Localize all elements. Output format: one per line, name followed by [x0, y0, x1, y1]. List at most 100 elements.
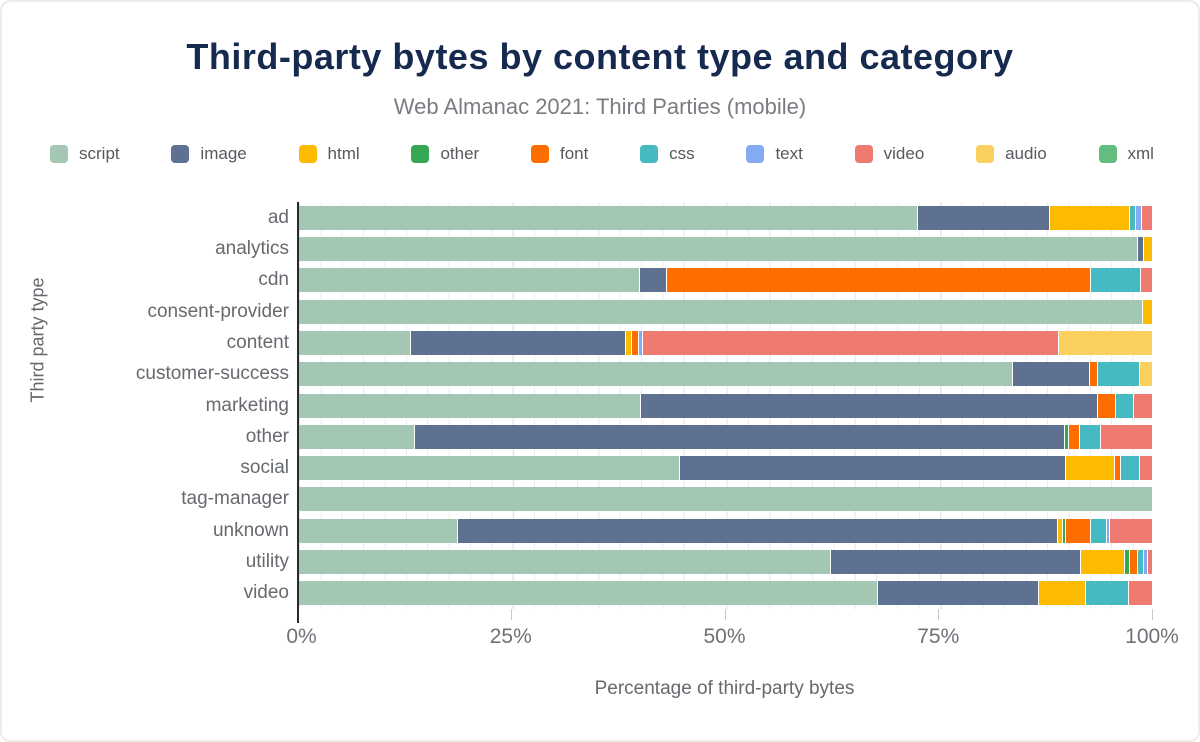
legend-item-video[interactable]: video	[854, 144, 924, 164]
bar-segment-content-video[interactable]	[641, 331, 1059, 355]
bar-segment-social-css[interactable]	[1119, 456, 1140, 480]
bar-row-analytics	[299, 237, 1152, 261]
bar-segment-marketing-image[interactable]	[640, 394, 1097, 418]
bar-segment-unknown-font[interactable]	[1064, 519, 1090, 543]
legend-label: audio	[1005, 144, 1047, 163]
bar-segment-utility-css[interactable]	[1136, 550, 1143, 574]
bar-segment-ad-html[interactable]	[1048, 206, 1129, 230]
bar-segment-cdn-script[interactable]	[299, 268, 640, 292]
legend-swatch-text	[746, 145, 765, 163]
chart-subtitle: Web Almanac 2021: Third Parties (mobile)	[393, 94, 807, 119]
bar-segment-utility-script[interactable]	[299, 550, 831, 574]
bar-segment-content-image[interactable]	[409, 331, 625, 355]
bar-segment-video-image[interactable]	[877, 581, 1038, 605]
bar-segment-unknown-image[interactable]	[456, 519, 1058, 543]
bar-segment-ad-script[interactable]	[299, 206, 918, 230]
category-label-consent-provider: consent-provider	[147, 301, 289, 322]
bar-segment-unknown-video[interactable]	[1109, 519, 1152, 543]
bar-segment-content-text[interactable]	[637, 331, 642, 355]
category-label-unknown: unknown	[212, 520, 289, 541]
bar-segment-content-html[interactable]	[624, 331, 631, 355]
legend-swatch-video	[854, 145, 873, 163]
bar-row-customer-success	[299, 362, 1152, 386]
bar-segment-customer-success-image[interactable]	[1012, 362, 1089, 386]
category-label-video: video	[243, 582, 289, 603]
legend-item-audio[interactable]: audio	[976, 144, 1047, 164]
bar-segment-other-image[interactable]	[414, 425, 1065, 449]
bar-row-unknown	[299, 519, 1152, 543]
bar-segment-utility-image[interactable]	[830, 550, 1081, 574]
legend-item-html[interactable]: html	[298, 144, 360, 164]
category-label-marketing: marketing	[205, 395, 289, 416]
bar-segment-unknown-other[interactable]	[1061, 519, 1065, 543]
bar-segment-unknown-html[interactable]	[1057, 519, 1062, 543]
bar-segment-cdn-image[interactable]	[639, 268, 666, 292]
bar-segment-ad-video[interactable]	[1140, 206, 1152, 230]
category-label-social: social	[240, 457, 289, 478]
bar-segment-other-css[interactable]	[1079, 425, 1100, 449]
bar-segment-customer-success-script[interactable]	[299, 362, 1013, 386]
bar-segment-marketing-css[interactable]	[1115, 394, 1134, 418]
bar-segment-utility-text[interactable]	[1142, 550, 1147, 574]
bar-segment-marketing-font[interactable]	[1096, 394, 1116, 418]
bar-segment-content-audio[interactable]	[1058, 331, 1152, 355]
bar-segment-unknown-script[interactable]	[299, 519, 457, 543]
bar-segment-tag-manager-script[interactable]	[299, 487, 1152, 511]
bar-segment-cdn-css[interactable]	[1089, 268, 1141, 292]
bar-segment-ad-css[interactable]	[1128, 206, 1135, 230]
bar-segment-social-video[interactable]	[1139, 456, 1152, 480]
bar-segment-analytics-html[interactable]	[1143, 237, 1152, 261]
bar-segment-cdn-font[interactable]	[665, 268, 1090, 292]
bar-segment-cdn-video[interactable]	[1140, 268, 1152, 292]
legend-item-text[interactable]: text	[746, 144, 803, 164]
bar-segment-other-video[interactable]	[1099, 425, 1152, 449]
legend-swatch-font	[531, 145, 549, 163]
bar-segment-social-image[interactable]	[679, 456, 1065, 480]
bar-segment-video-script[interactable]	[299, 581, 878, 605]
legend-item-font[interactable]: font	[531, 144, 588, 164]
chart-title: Third-party bytes by content type and ca…	[186, 36, 1014, 77]
x-tick-label: 0%	[286, 625, 317, 648]
bar-segment-ad-image[interactable]	[917, 206, 1049, 230]
bar-segment-utility-html[interactable]	[1080, 550, 1124, 574]
bar-segment-utility-video[interactable]	[1146, 550, 1152, 574]
bar-segment-customer-success-audio[interactable]	[1139, 362, 1152, 386]
bar-segment-utility-other[interactable]	[1123, 550, 1129, 574]
bar-segment-other-script[interactable]	[299, 425, 415, 449]
bar-segment-other-font[interactable]	[1067, 425, 1080, 449]
bar-segment-marketing-video[interactable]	[1133, 394, 1152, 418]
bar-segment-consent-provider-html[interactable]	[1141, 300, 1152, 324]
bar-segment-content-font[interactable]	[630, 331, 638, 355]
bar-segment-social-html[interactable]	[1064, 456, 1114, 480]
x-tick-label: 100%	[1125, 625, 1179, 648]
bar-segment-analytics-script[interactable]	[299, 237, 1138, 261]
bar-segment-video-css[interactable]	[1085, 581, 1129, 605]
legend-item-script[interactable]: script	[50, 144, 120, 164]
legend-item-other[interactable]: other	[411, 144, 479, 164]
bar-segment-ad-text[interactable]	[1134, 206, 1141, 230]
bar-segment-unknown-text[interactable]	[1105, 519, 1110, 543]
bar-segment-analytics-image[interactable]	[1137, 237, 1144, 261]
bar-segment-utility-font[interactable]	[1128, 550, 1137, 574]
bar-segment-unknown-css[interactable]	[1089, 519, 1106, 543]
bar-segment-social-font[interactable]	[1113, 456, 1120, 480]
legend-item-css[interactable]: css	[640, 144, 695, 164]
bar-segment-content-script[interactable]	[299, 331, 410, 355]
legend-item-image[interactable]: image	[171, 144, 247, 164]
legend-label: text	[775, 144, 803, 163]
legend-item-xml[interactable]: xml	[1098, 144, 1154, 164]
legend-label: other	[440, 144, 480, 163]
bar-segment-customer-success-font[interactable]	[1088, 362, 1097, 386]
category-label-tag-manager: tag-manager	[181, 488, 289, 509]
bar-segment-video-html[interactable]	[1037, 581, 1086, 605]
bar-row-other	[299, 425, 1152, 449]
bar-segment-video-video[interactable]	[1128, 581, 1152, 605]
x-axis-title: Percentage of third-party bytes	[594, 678, 855, 699]
bar-segment-customer-success-css[interactable]	[1096, 362, 1140, 386]
bar-segment-consent-provider-script[interactable]	[299, 300, 1142, 324]
bar-segment-social-script[interactable]	[299, 456, 680, 480]
bar-segment-other-other[interactable]	[1064, 425, 1068, 449]
bar-segment-marketing-script[interactable]	[299, 394, 641, 418]
x-tick-mark	[510, 609, 512, 620]
legend-swatch-audio	[976, 145, 995, 163]
